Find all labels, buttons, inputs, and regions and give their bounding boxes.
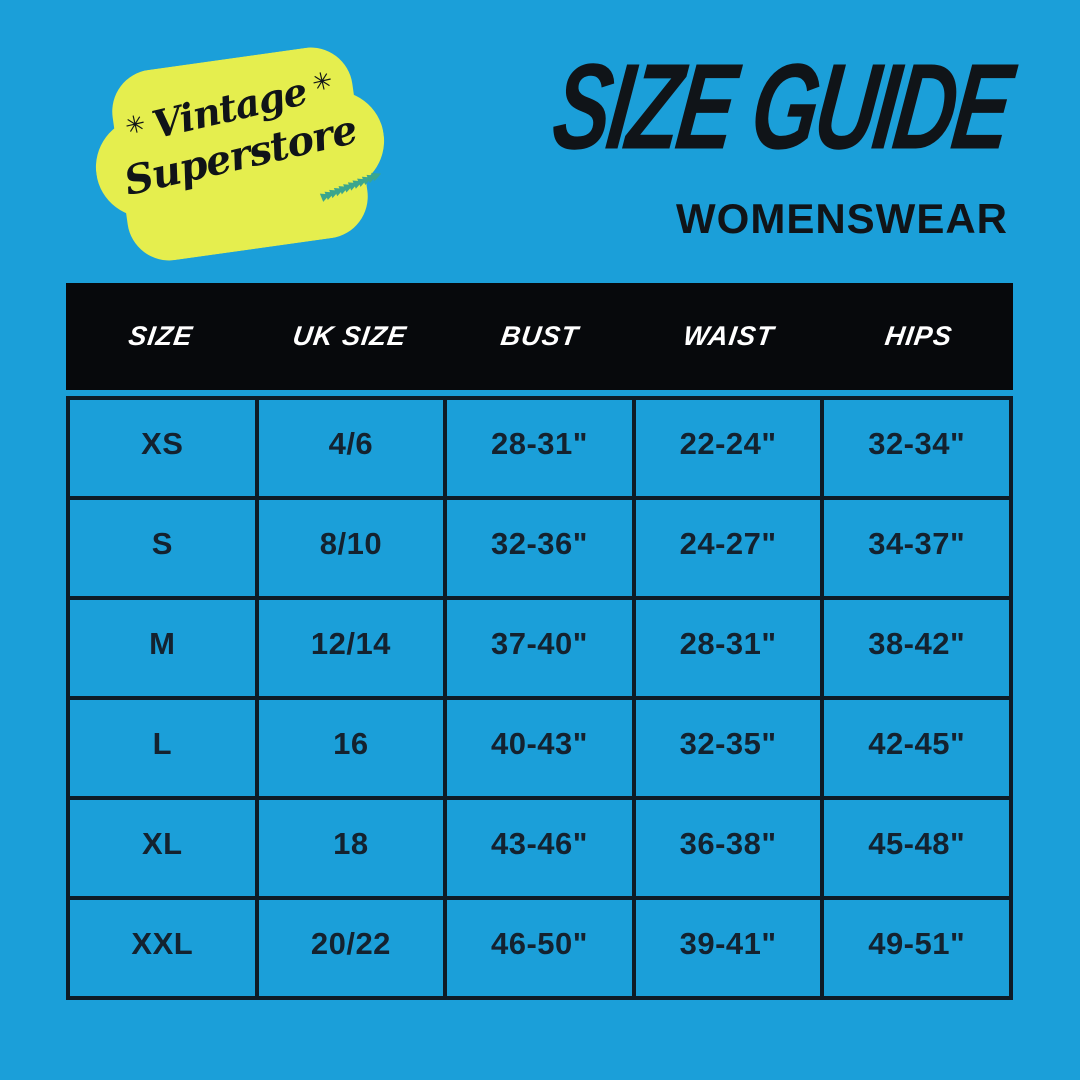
column-header-uk-size: UK SIZE [291,321,410,351]
cell-waist: 36-38" [635,800,821,896]
cell-bust: 32-36" [447,500,632,596]
table-body: XS 4/6 28-31" 22-24" 32-34" S 8/10 32-36… [66,396,1013,1000]
sparkle-icon: ✳ [309,65,335,98]
cell-uk: 4/6 [258,400,444,496]
column-header-hips: HIPS [882,321,954,351]
cell-uk: 16 [258,700,444,796]
cell-waist: 22-24" [635,400,821,496]
cell-bust: 37-40" [447,600,632,696]
cell-hips: 45-48" [824,800,1009,896]
sparkle-icon: ✳ [122,109,148,141]
logo-text-group: ✳Vintage✳ Superstore ▸▸▸▸▸▸▸▸▸▸▸▸ [77,28,403,280]
cell-size: L [70,700,255,796]
cell-waist: 39-41" [635,900,821,996]
cell-bust: 28-31" [447,400,632,496]
cell-waist: 32-35" [635,700,821,796]
cell-size: XL [70,800,255,896]
cell-uk: 12/14 [258,600,444,696]
cell-uk: 18 [258,800,444,896]
cell-hips: 42-45" [824,700,1009,796]
column-header-bust: BUST [498,321,581,351]
page-title: SIZE GUIDE [546,38,1017,176]
table-header-row: SIZE UK SIZE BUST WAIST HIPS [66,283,1013,390]
cell-bust: 46-50" [447,900,632,996]
cell-hips: 34-37" [824,500,1009,596]
cell-uk: 8/10 [258,500,444,596]
cell-waist: 24-27" [635,500,821,596]
cell-size: M [70,600,255,696]
column-header-size: SIZE [126,321,195,351]
cell-uk: 20/22 [258,900,444,996]
cell-size: S [70,500,255,596]
cell-bust: 43-46" [447,800,632,896]
cell-waist: 28-31" [635,600,821,696]
title-block: SIZE GUIDE WOMENSWEAR [481,39,1017,243]
logo-badge-shape-icon [95,47,385,261]
cell-hips: 38-42" [824,600,1009,696]
cell-hips: 49-51" [824,900,1009,996]
cell-hips: 32-34" [824,400,1009,496]
arrow-row-icon: ▸▸▸▸▸▸▸▸▸▸▸▸ [316,164,381,207]
cell-size: XXL [70,900,255,996]
cell-bust: 40-43" [447,700,632,796]
brand-logo: ✳Vintage✳ Superstore ▸▸▸▸▸▸▸▸▸▸▸▸ [83,39,397,269]
page-subtitle: WOMENSWEAR [676,195,1008,242]
column-header-waist: WAIST [681,321,777,351]
cell-size: XS [70,400,255,496]
size-chart-table: SIZE UK SIZE BUST WAIST HIPS XS 4/6 28-3… [66,283,1013,1000]
